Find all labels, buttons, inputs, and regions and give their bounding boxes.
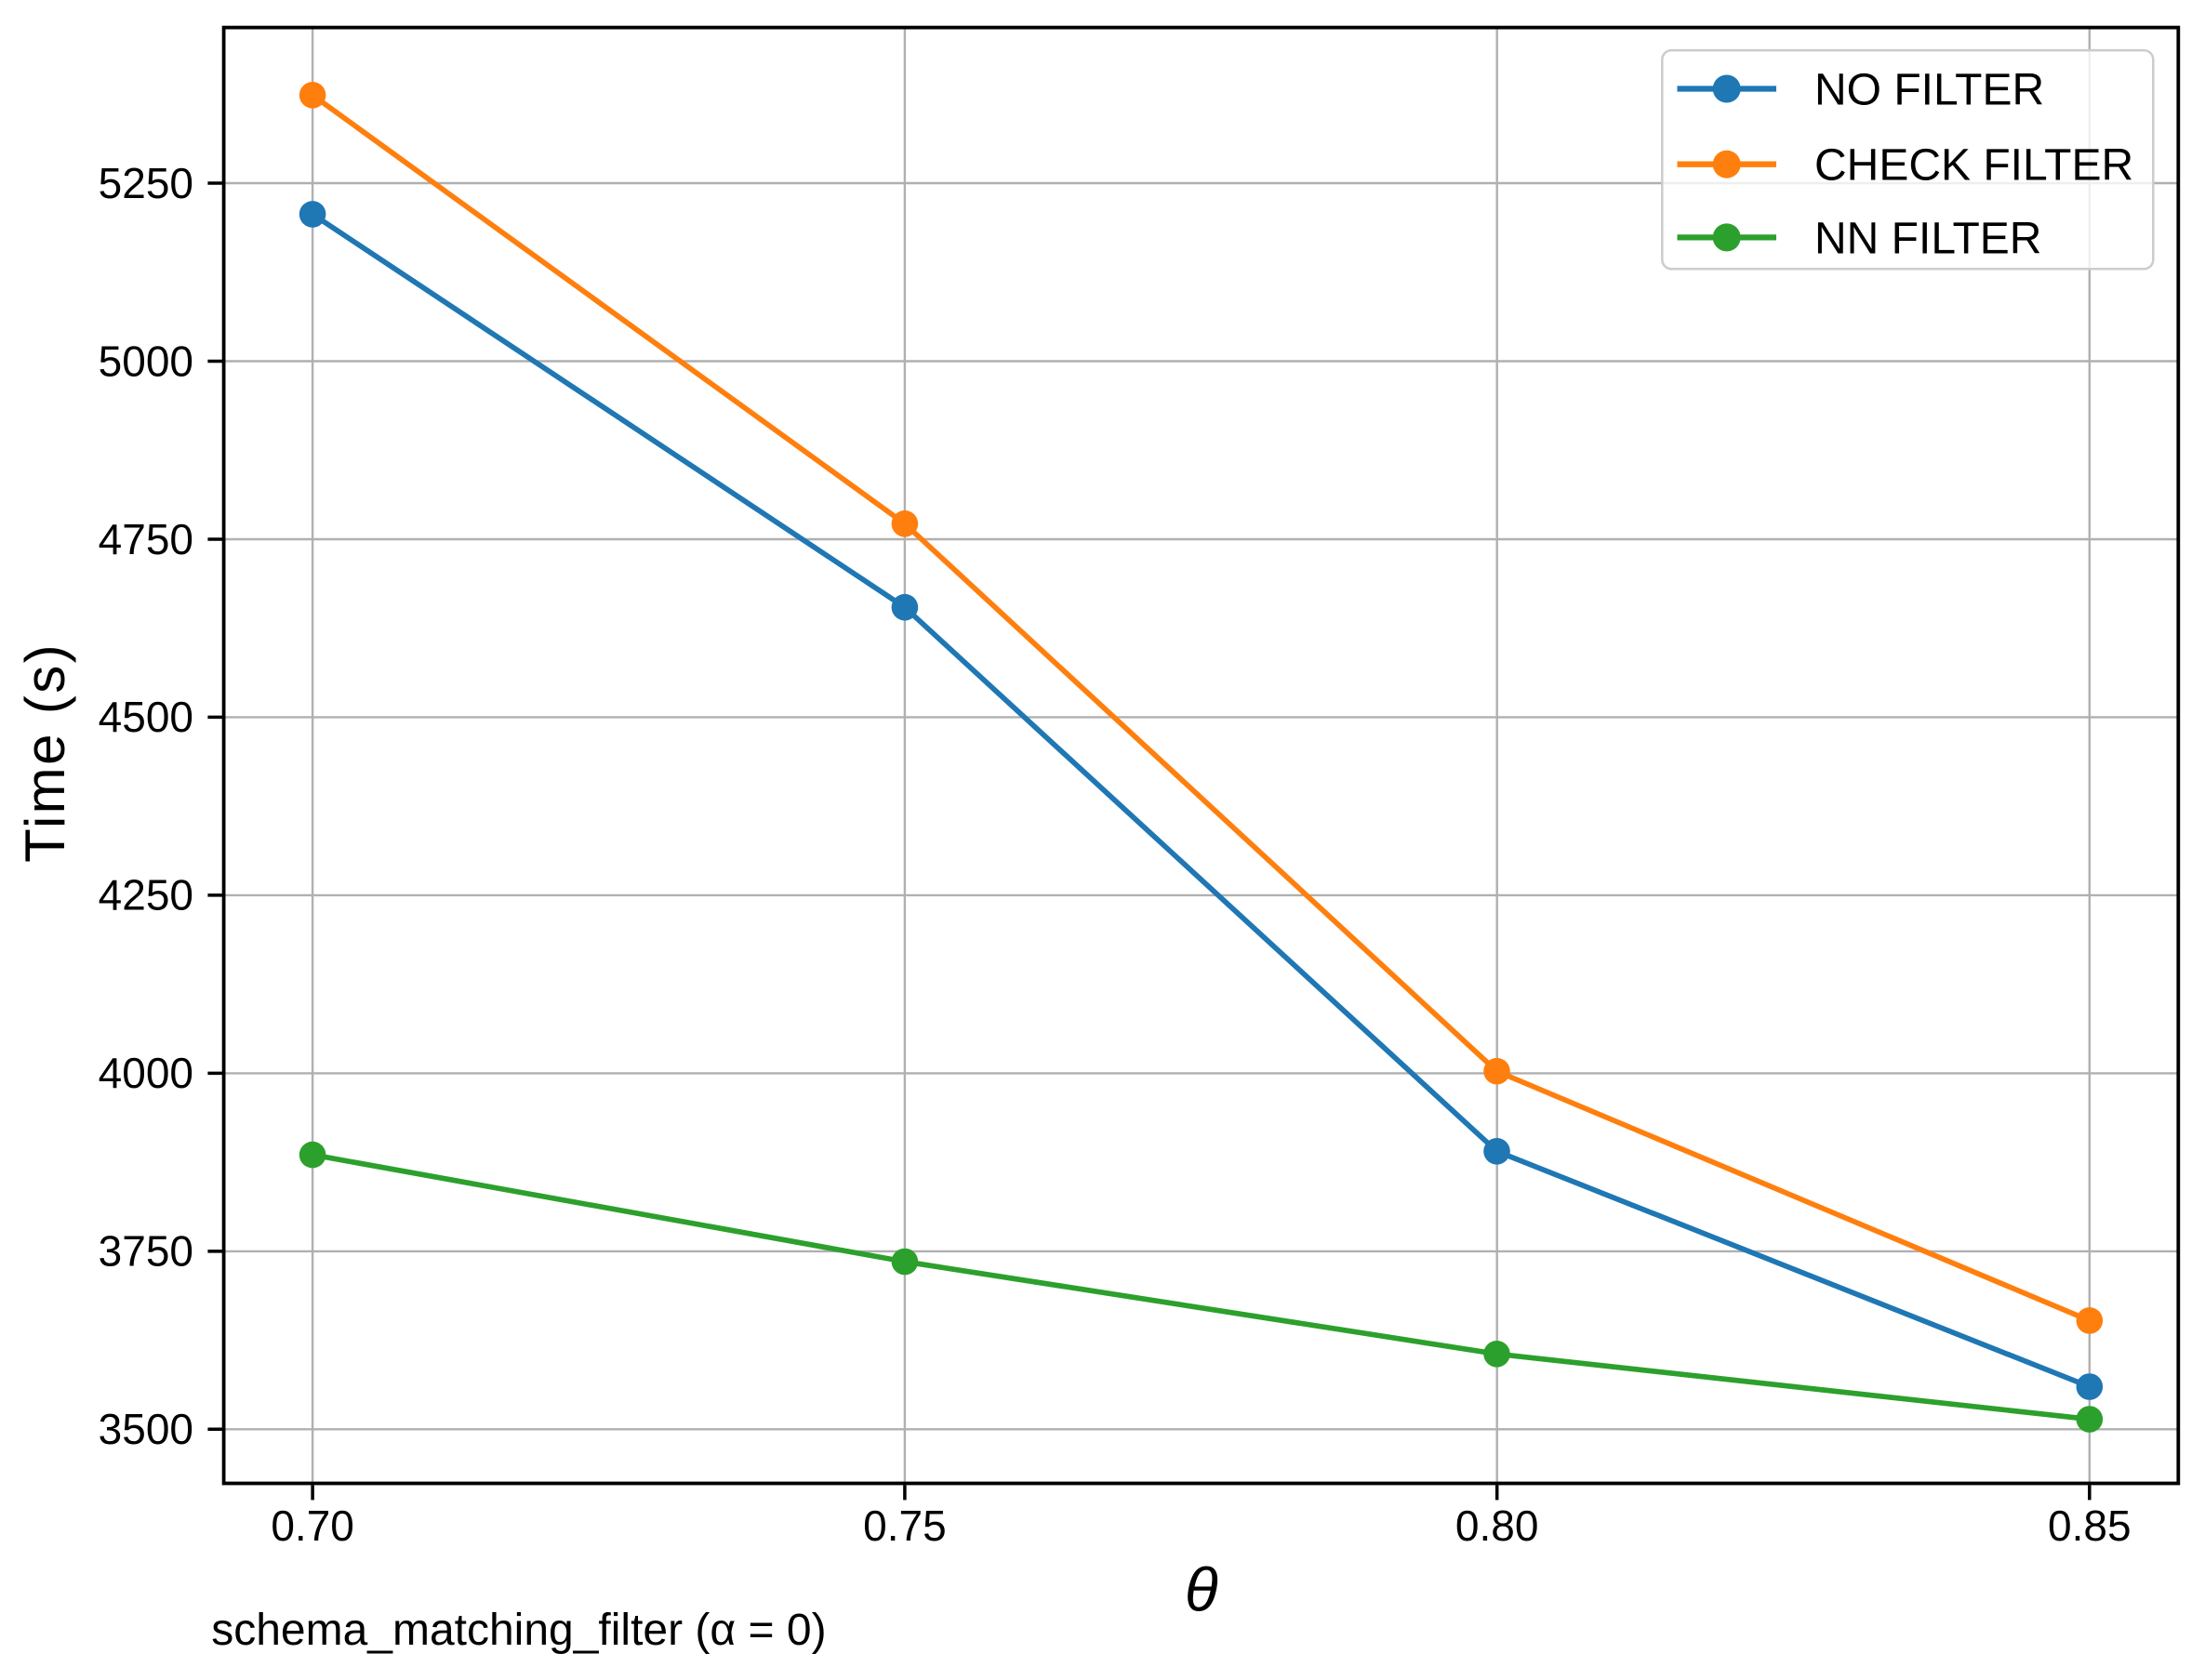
svg-text:0.75: 0.75 bbox=[863, 1501, 947, 1550]
svg-text:NN FILTER: NN FILTER bbox=[1814, 214, 2041, 263]
svg-text:0.80: 0.80 bbox=[1455, 1501, 1539, 1550]
svg-text:4500: 4500 bbox=[99, 693, 193, 741]
svg-text:Time (s): Time (s) bbox=[14, 642, 76, 863]
svg-text:3500: 3500 bbox=[99, 1405, 193, 1453]
svg-text:CHECK FILTER: CHECK FILTER bbox=[1814, 141, 2133, 191]
svg-text:0.85: 0.85 bbox=[2048, 1501, 2132, 1550]
svg-text:NO FILTER: NO FILTER bbox=[1814, 65, 2044, 114]
svg-text:5250: 5250 bbox=[99, 159, 193, 207]
svg-text:3750: 3750 bbox=[99, 1227, 193, 1276]
svg-text:4000: 4000 bbox=[99, 1049, 193, 1097]
svg-text:4250: 4250 bbox=[99, 871, 193, 919]
svg-text:θ: θ bbox=[1185, 1554, 1218, 1623]
svg-text:4750: 4750 bbox=[99, 515, 193, 563]
svg-text:0.70: 0.70 bbox=[271, 1501, 354, 1550]
svg-text:5000: 5000 bbox=[99, 337, 193, 385]
svg-text:schema_matching_filter (α = 0): schema_matching_filter (α = 0) bbox=[211, 1606, 826, 1655]
